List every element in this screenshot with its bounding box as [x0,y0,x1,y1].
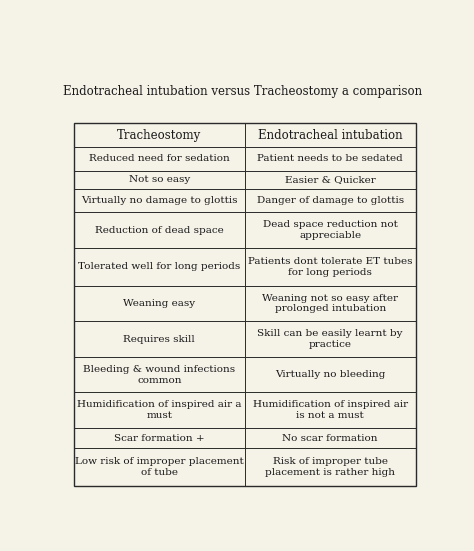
Bar [74,123,416,486]
Text: Dead space reduction not
appreciable: Dead space reduction not appreciable [263,220,398,240]
Text: Endotracheal intubation: Endotracheal intubation [258,129,402,142]
Text: Skill can be easily learnt by
practice: Skill can be easily learnt by practice [257,329,403,349]
Text: Reduced need for sedation: Reduced need for sedation [89,154,230,164]
Text: Patient needs to be sedated: Patient needs to be sedated [257,154,403,164]
Text: Risk of improper tube
placement is rather high: Risk of improper tube placement is rathe… [265,457,395,477]
Text: Bleeding & wound infections
common: Bleeding & wound infections common [83,365,236,385]
Text: Weaning easy: Weaning easy [123,299,195,308]
Text: Tolerated well for long periods: Tolerated well for long periods [78,262,240,271]
Text: Scar formation +: Scar formation + [114,434,205,442]
Text: Danger of damage to glottis: Danger of damage to glottis [256,196,404,205]
Text: Reduction of dead space: Reduction of dead space [95,225,224,235]
Text: Virtually no bleeding: Virtually no bleeding [275,370,385,379]
Text: Virtually no damage to glottis: Virtually no damage to glottis [81,196,237,205]
Text: Endotracheal intubation versus Tracheostomy a comparison: Endotracheal intubation versus Tracheost… [64,85,422,98]
Text: Tracheostomy: Tracheostomy [117,129,201,142]
Text: Low risk of improper placement
of tube: Low risk of improper placement of tube [75,457,244,477]
Text: Requires skill: Requires skill [124,334,195,344]
Text: Humidification of inspired air
is not a must: Humidification of inspired air is not a … [253,401,408,420]
Text: Weaning not so easy after
prolonged intubation: Weaning not so easy after prolonged intu… [262,294,398,314]
Text: Easier & Quicker: Easier & Quicker [285,175,375,184]
Text: No scar formation: No scar formation [283,434,378,442]
Text: Not so easy: Not so easy [129,175,190,184]
Text: Humidification of inspired air a
must: Humidification of inspired air a must [77,401,242,420]
Text: Patients dont tolerate ET tubes
for long periods: Patients dont tolerate ET tubes for long… [248,257,412,277]
